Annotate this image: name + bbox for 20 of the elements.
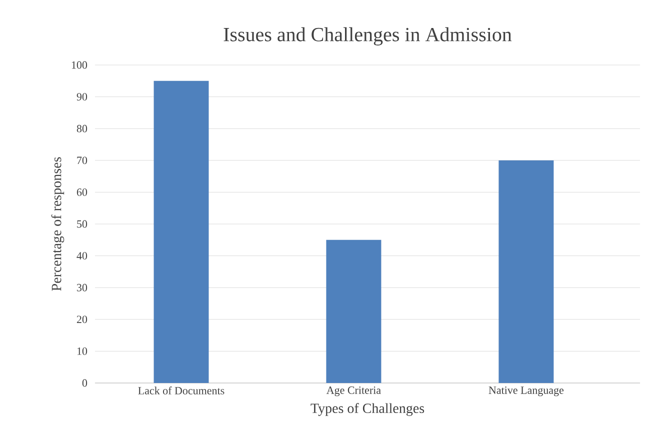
y-tick-label: 80: [76, 124, 88, 132]
x-tick-label: Age Criteria: [326, 386, 381, 396]
y-tick-label: 40: [76, 252, 88, 260]
y-tick-label: 30: [77, 284, 88, 292]
y-tick-label: 70: [77, 156, 88, 164]
y-tick-label: 0: [82, 379, 88, 387]
x-tick-label: Lack of Documents: [138, 386, 224, 394]
x-tick-label: Native Language: [488, 386, 564, 396]
bar: [326, 240, 382, 383]
x-axis-title: Types of Challenges: [310, 403, 424, 416]
y-tick-label: 50: [77, 220, 88, 228]
y-tick-label: 90: [76, 93, 88, 101]
y-tick-label: 60: [76, 188, 88, 196]
y-tick-label: 10: [77, 347, 88, 355]
bar: [498, 160, 554, 383]
chart-title: Issues and Challenges in Admission: [224, 27, 512, 46]
y-tick-label: 100: [72, 61, 88, 69]
y-tick-label: 20: [76, 316, 88, 324]
y-axis-title: Percentage of responses: [51, 157, 64, 291]
bar: [154, 80, 209, 383]
